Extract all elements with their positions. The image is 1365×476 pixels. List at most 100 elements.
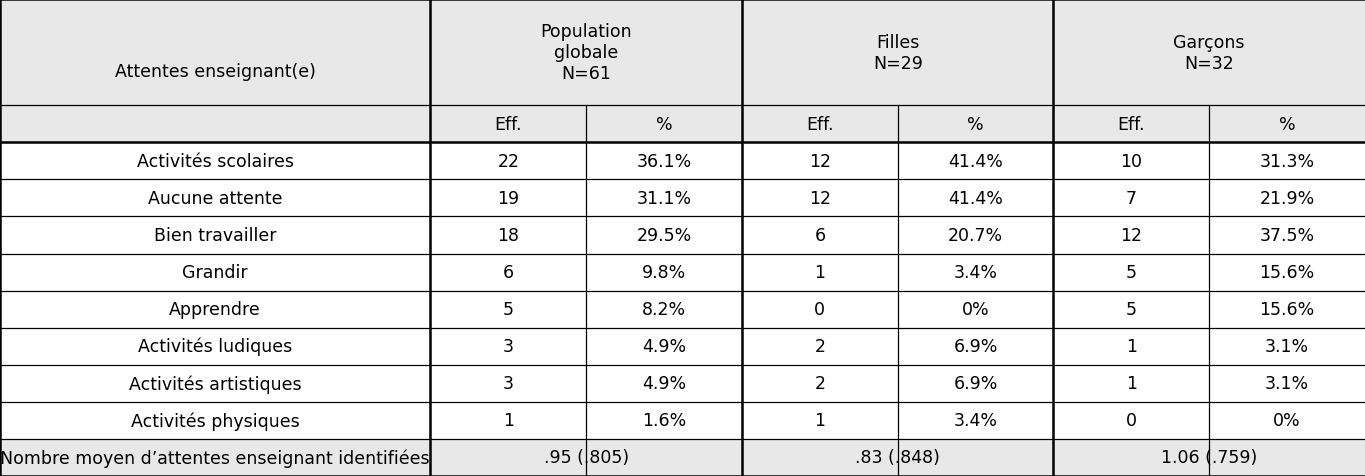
Text: 0: 0 <box>815 300 826 318</box>
Text: 1: 1 <box>1126 375 1137 393</box>
Text: 1.06 (.759): 1.06 (.759) <box>1162 448 1257 466</box>
Text: 0%: 0% <box>962 300 990 318</box>
Bar <box>898 402 1054 439</box>
Text: Attentes enseignant(e): Attentes enseignant(e) <box>115 62 315 80</box>
Bar <box>898 328 1054 365</box>
Bar <box>743 254 898 291</box>
Bar <box>430 0 743 106</box>
Text: 0: 0 <box>1126 412 1137 429</box>
Text: Nombre moyen d’attentes enseignant identifiées: Nombre moyen d’attentes enseignant ident… <box>0 448 430 467</box>
Text: 3: 3 <box>502 375 513 393</box>
Text: 31.3%: 31.3% <box>1260 153 1314 170</box>
Bar <box>0 0 430 143</box>
Text: 2: 2 <box>815 375 826 393</box>
Text: 5: 5 <box>502 300 513 318</box>
Bar <box>586 217 743 254</box>
Bar <box>0 328 430 365</box>
Bar <box>0 254 430 291</box>
Bar <box>586 328 743 365</box>
Bar <box>1209 254 1365 291</box>
Bar <box>1054 180 1209 217</box>
Text: 1: 1 <box>815 264 826 281</box>
Text: %: % <box>1279 116 1295 134</box>
Bar <box>1054 291 1209 328</box>
Bar <box>743 328 898 365</box>
Text: 3.4%: 3.4% <box>954 412 998 429</box>
Text: 18: 18 <box>497 227 519 245</box>
Text: Eff.: Eff. <box>1118 116 1145 134</box>
Bar <box>0 439 430 476</box>
Text: Filles
N=29: Filles N=29 <box>872 34 923 72</box>
Bar <box>743 291 898 328</box>
Bar <box>430 180 586 217</box>
Bar <box>1209 143 1365 180</box>
Text: 2: 2 <box>815 337 826 356</box>
Text: 15.6%: 15.6% <box>1260 300 1314 318</box>
Bar <box>743 365 898 402</box>
Bar <box>586 365 743 402</box>
Text: 8.2%: 8.2% <box>642 300 687 318</box>
Bar <box>1054 439 1365 476</box>
Text: 1: 1 <box>1126 337 1137 356</box>
Text: 12: 12 <box>809 153 831 170</box>
Bar <box>0 143 430 180</box>
Text: 6.9%: 6.9% <box>953 337 998 356</box>
Text: 21.9%: 21.9% <box>1260 189 1314 208</box>
Bar <box>1054 328 1209 365</box>
Bar <box>430 328 586 365</box>
Text: Bien travailler: Bien travailler <box>154 227 277 245</box>
Bar <box>586 291 743 328</box>
Text: Population
globale
N=61: Population globale N=61 <box>541 23 632 83</box>
Text: 12: 12 <box>809 189 831 208</box>
Bar <box>586 180 743 217</box>
Bar <box>1054 0 1365 106</box>
Bar <box>898 217 1054 254</box>
Text: 36.1%: 36.1% <box>636 153 692 170</box>
Text: 4.9%: 4.9% <box>642 337 687 356</box>
Text: 41.4%: 41.4% <box>949 189 1003 208</box>
Text: .95 (.805): .95 (.805) <box>543 448 629 466</box>
Text: 1: 1 <box>502 412 513 429</box>
Text: Grandir: Grandir <box>183 264 248 281</box>
Text: %: % <box>968 116 984 134</box>
Text: 3.1%: 3.1% <box>1265 337 1309 356</box>
Bar <box>0 402 430 439</box>
Bar <box>1054 254 1209 291</box>
Bar <box>1209 365 1365 402</box>
Bar <box>898 180 1054 217</box>
Bar <box>1209 291 1365 328</box>
Bar <box>1209 217 1365 254</box>
Bar <box>898 291 1054 328</box>
Text: 22: 22 <box>497 153 519 170</box>
Bar <box>586 143 743 180</box>
Bar <box>0 217 430 254</box>
Bar <box>743 106 898 143</box>
Text: Eff.: Eff. <box>494 116 521 134</box>
Text: 1: 1 <box>815 412 826 429</box>
Text: Activités scolaires: Activités scolaires <box>136 153 293 170</box>
Text: 3.4%: 3.4% <box>954 264 998 281</box>
Bar <box>1054 365 1209 402</box>
Bar <box>1209 106 1365 143</box>
Text: 15.6%: 15.6% <box>1260 264 1314 281</box>
Text: 4.9%: 4.9% <box>642 375 687 393</box>
Text: 19: 19 <box>497 189 519 208</box>
Text: 20.7%: 20.7% <box>949 227 1003 245</box>
Bar <box>1054 217 1209 254</box>
Bar <box>898 365 1054 402</box>
Bar <box>430 291 586 328</box>
Bar <box>1054 106 1209 143</box>
Bar <box>0 291 430 328</box>
Bar <box>898 143 1054 180</box>
Bar <box>743 0 1054 106</box>
Bar <box>0 180 430 217</box>
Bar <box>743 402 898 439</box>
Bar <box>1054 402 1209 439</box>
Text: 9.8%: 9.8% <box>642 264 687 281</box>
Bar <box>586 254 743 291</box>
Bar <box>1209 402 1365 439</box>
Bar <box>743 217 898 254</box>
Text: Apprendre: Apprendre <box>169 300 261 318</box>
Text: 41.4%: 41.4% <box>949 153 1003 170</box>
Text: 1.6%: 1.6% <box>642 412 687 429</box>
